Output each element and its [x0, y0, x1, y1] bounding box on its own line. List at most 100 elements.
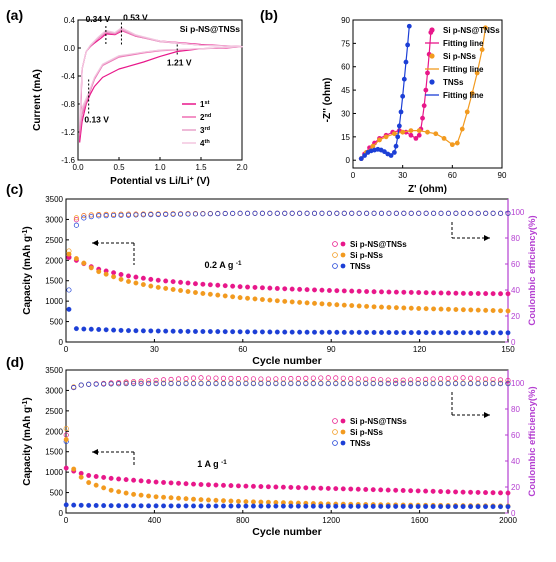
panel-d-capacity-point [228, 498, 234, 504]
panel-d-capacity-point [258, 503, 264, 509]
panel-c-capacity-point [222, 329, 228, 335]
panel-c-legend-label: Si p-NS@TNSs [350, 240, 407, 249]
panel-d-efficiency-point [131, 381, 137, 387]
panel-d-efficiency-point [101, 381, 107, 387]
panel-d-capacity-point [430, 488, 436, 494]
panel-d-capacity-point [101, 485, 107, 491]
panel-d-capacity-point [445, 504, 451, 509]
panel-c-capacity-point [163, 285, 169, 291]
panel-c-capacity-point [185, 280, 191, 286]
panel-d-capacity-point [71, 502, 77, 508]
panel-c-capacity-point [356, 288, 362, 294]
panel-c-capacity-point [237, 295, 243, 301]
panel-d-xlabel: Cycle number [252, 526, 321, 538]
panel-d-capacity-point [93, 482, 99, 488]
panel-c-capacity-point [274, 329, 280, 335]
panel-c-capacity-point [245, 295, 250, 301]
panel-c-capacity-point [252, 329, 258, 335]
panel-c: 0 30 60 90 120 150050010001500200025003000350… [6, 181, 538, 367]
panel-c-capacity-point [341, 288, 347, 294]
panel-d-capacity-point [168, 495, 174, 501]
panel-c-efficiency-point [371, 210, 377, 216]
panel-c-capacity-point [468, 330, 474, 336]
panel-d-capacity-point [408, 488, 414, 494]
panel-a-annotation: 0.13 V [84, 115, 109, 125]
panel-d-capacity-point [131, 477, 137, 483]
panel-b-point [395, 134, 401, 140]
panel-d-efficiency-point [460, 375, 466, 381]
panel-c-capacity-point [207, 329, 213, 335]
panel-d-y2tick-label: 40 [511, 457, 520, 466]
panel-c-capacity-point [379, 289, 384, 295]
panel-d-legend-hollow [332, 440, 338, 446]
panel-c-capacity-point [81, 326, 87, 332]
panel-b-point [416, 132, 422, 138]
panel-c-capacity-point [438, 290, 444, 296]
panel-b-point [358, 156, 364, 162]
panel-c-capacity-point [475, 307, 481, 313]
panel-c-capacity-point [178, 288, 184, 293]
panel-d-capacity-point [355, 486, 361, 492]
panel-c-capacity-point [126, 279, 131, 284]
panel-d-efficiency-point [408, 377, 414, 383]
panel-b-point [449, 142, 455, 148]
panel-d-capacity-point [63, 465, 69, 471]
panel-c-capacity-point [416, 306, 422, 311]
panel-c-capacity-point [408, 289, 414, 295]
panel-d-y2label: Coulombic efficiency(%) [527, 386, 538, 496]
panel-b-label: (b) [260, 7, 278, 23]
panel-c-capacity-point [475, 330, 481, 336]
panel-c-efficiency-point [341, 210, 347, 216]
panel-d-efficiency-point [153, 377, 159, 383]
panel-d-capacity-point [235, 503, 241, 509]
panel-c-capacity-point [505, 330, 511, 336]
panel-c-capacity-point [207, 291, 213, 297]
panel-d-efficiency-point [325, 381, 331, 387]
panel-c-efficiency-point [96, 213, 102, 219]
panel-d-efficiency-point [482, 381, 489, 387]
panel-c-capacity-point [245, 329, 250, 335]
panel-c-capacity-point [193, 290, 198, 295]
panel-c-legend-filled [340, 241, 346, 247]
panel-d-capacity-point [370, 487, 376, 493]
panel-d-efficiency-point [385, 381, 391, 387]
panel-d-efficiency-point [460, 381, 466, 387]
panel-d-capacity-point [78, 474, 84, 480]
panel-c-capacity-point [371, 289, 377, 295]
panel-c-capacity-point [356, 303, 362, 309]
panel-d-ytick-label: 1500 [45, 448, 63, 457]
panel-c-capacity-point [453, 330, 459, 336]
panel-d-efficiency-point [138, 381, 144, 387]
panel-d-capacity-point [265, 503, 271, 509]
panel-c-capacity-point [408, 330, 414, 336]
panel-c-capacity-point [386, 330, 392, 335]
panel-c-capacity-point [319, 287, 325, 293]
panel-d-ytick-label: 3500 [45, 366, 63, 375]
panel-d-ytick-label: 0 [59, 509, 64, 518]
panel-d-efficiency-point [318, 375, 324, 381]
panel-c-efficiency-point [148, 212, 154, 218]
panel-d-legend-hollow [332, 418, 338, 424]
panel-c-capacity-point [379, 330, 384, 335]
panel-d-capacity-point [168, 480, 174, 486]
panel-c-capacity-point [126, 328, 131, 334]
panel-c-capacity-point [140, 275, 146, 281]
panel-d-capacity-point [333, 503, 339, 509]
panel-c-capacity-point [237, 284, 243, 290]
panel-c-capacity-point [140, 328, 146, 334]
panel-d-capacity-point [176, 480, 181, 486]
panel-c-capacity-point [148, 328, 154, 334]
panel-c-efficiency-point [460, 210, 466, 216]
panel-c-capacity-point [312, 287, 317, 293]
panel-c-capacity-point [386, 304, 392, 310]
panel-d-capacity-point [153, 503, 159, 509]
panel-c-capacity-point [326, 301, 332, 307]
panel-d-capacity-point [378, 487, 384, 493]
panel-d-efficiency-point [146, 378, 152, 384]
panel-c-capacity-point [431, 330, 437, 336]
panel-c-label: (c) [6, 181, 23, 197]
panel-c-capacity-point [460, 290, 466, 296]
panel-d-capacity-point [393, 487, 399, 493]
panel-d-capacity-point [198, 503, 204, 509]
